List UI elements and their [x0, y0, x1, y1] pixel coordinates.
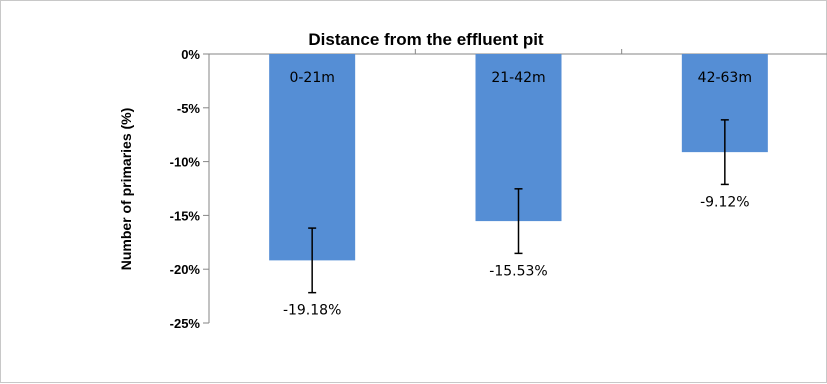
data-label: -15.53%	[489, 263, 547, 279]
data-label: -9.12%	[700, 194, 750, 210]
chart-title: Distance from the effluent pit	[308, 30, 544, 49]
y-tick-label: -25%	[170, 316, 201, 331]
category-label: 42-63m	[698, 70, 752, 86]
labels-group: 0-21m -19.18% 21-42m -15.53% 42-63m -9.12%	[283, 70, 752, 319]
y-tick-label: -20%	[170, 262, 201, 277]
y-tick-label: -10%	[170, 155, 201, 170]
y-axis-label: Number of primaries (%)	[118, 108, 134, 271]
x-axis-ticks	[414, 49, 623, 54]
y-tick-label: 0%	[181, 47, 200, 62]
bars-group	[269, 54, 768, 261]
category-label: 0-21m	[289, 70, 334, 86]
y-tick-label: -15%	[170, 208, 201, 223]
bar	[269, 54, 356, 261]
category-label: 21-42m	[491, 70, 545, 86]
y-axis-ticks: 0% -5% -10% -15% -20% -25%	[170, 47, 209, 331]
error-bars-group	[308, 119, 729, 294]
data-label: -19.18%	[283, 303, 341, 319]
y-tick-label: -5%	[177, 101, 201, 116]
